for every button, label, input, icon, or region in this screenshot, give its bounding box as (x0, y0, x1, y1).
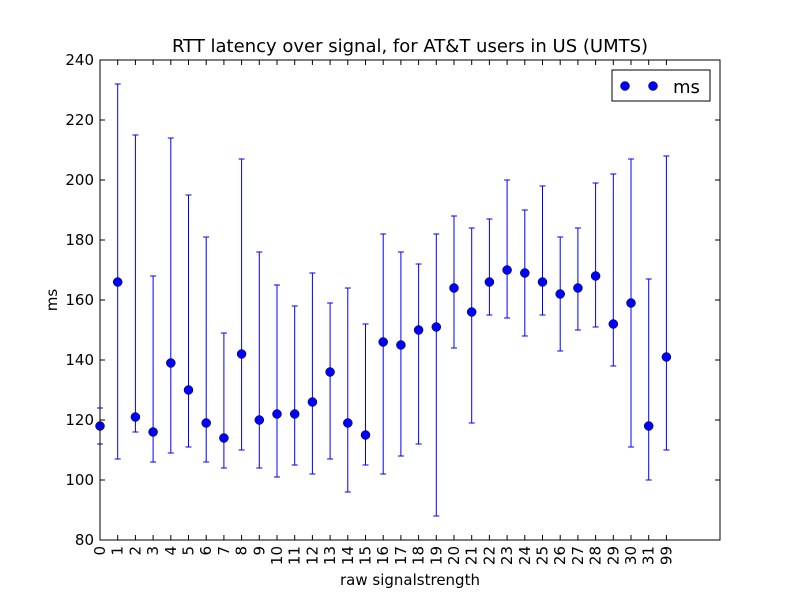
x-tick-label: 12 (303, 546, 321, 565)
data-point[interactable] (148, 427, 158, 437)
data-point[interactable] (396, 340, 406, 350)
data-point[interactable] (343, 418, 353, 428)
data-point[interactable] (236, 349, 247, 359)
data-point[interactable] (413, 325, 424, 335)
x-tick-label: 13 (321, 546, 339, 565)
legend-label: ms (673, 77, 700, 98)
data-point[interactable] (307, 397, 318, 407)
data-point[interactable] (643, 421, 654, 431)
legend[interactable]: ms (611, 69, 711, 102)
x-tick-label: 18 (410, 546, 428, 565)
data-point[interactable] (573, 283, 583, 293)
x-tick-label: 20 (445, 546, 463, 565)
data-points (95, 265, 672, 443)
data-point[interactable] (431, 322, 442, 332)
plot-frame (99, 59, 721, 541)
data-point[interactable] (166, 358, 176, 368)
data-point[interactable] (520, 268, 530, 278)
data-point[interactable] (626, 298, 636, 308)
data-point[interactable] (590, 271, 601, 281)
x-tick-label: 17 (392, 546, 410, 565)
x-tick-label: 0 (91, 546, 109, 556)
x-tick-label: 25 (534, 546, 552, 565)
x-tick-label: 5 (180, 546, 198, 556)
data-point[interactable] (219, 433, 229, 443)
x-axis-label: raw signalstrength (340, 571, 480, 589)
data-point[interactable] (272, 409, 282, 419)
x-tick-label: 10 (268, 546, 286, 565)
x-tick-label: 30 (622, 546, 640, 565)
x-tick-label: 27 (569, 546, 587, 565)
y-tick-label: 100 (65, 471, 94, 489)
legend-marker-left (620, 81, 630, 91)
x-tick-label: 29 (604, 546, 622, 565)
y-axis-label: ms (43, 289, 61, 312)
y-tick-label: 180 (65, 231, 94, 249)
x-tick-label: 14 (339, 546, 357, 565)
x-tick-label: 8 (233, 546, 251, 556)
data-point[interactable] (555, 289, 565, 299)
x-tick-label: 16 (374, 546, 392, 565)
x-tick-label: 99 (657, 546, 675, 565)
y-tick-label: 160 (65, 291, 94, 309)
y-tick-label: 220 (65, 111, 94, 129)
x-tick-label: 2 (126, 546, 144, 556)
x-tick-label: 9 (250, 546, 268, 556)
data-point[interactable] (360, 430, 371, 440)
legend-marker-right (648, 81, 658, 91)
data-point[interactable] (201, 418, 211, 428)
data-point[interactable] (484, 277, 495, 287)
x-tick-label: 6 (197, 546, 215, 556)
data-point[interactable] (449, 283, 459, 293)
y-tick-label: 140 (65, 351, 94, 369)
data-point[interactable] (130, 412, 141, 422)
x-tick-label: 1 (109, 546, 127, 556)
x-tick-label: 21 (463, 546, 481, 565)
data-point[interactable] (466, 307, 477, 317)
data-point[interactable] (537, 277, 548, 287)
y-tick-label: 200 (65, 171, 94, 189)
data-point[interactable] (183, 385, 194, 395)
data-point[interactable] (502, 265, 512, 275)
data-point[interactable] (661, 352, 672, 362)
x-axis: 0 1 2 3 4 5 6 7 8 9 10 11 12 13 14 15 16 17 18 19 20 21 22 23 24… (91, 60, 675, 565)
x-tick-label: 28 (587, 546, 605, 565)
error-bars (97, 83, 670, 517)
data-point[interactable] (254, 415, 265, 425)
chart-title: RTT latency over signal, for AT&T users … (172, 36, 648, 57)
data-point[interactable] (325, 367, 335, 377)
y-axis: 80 100 120 140 160 180 200 220 240 (65, 51, 720, 549)
y-tick-label: 80 (75, 531, 94, 549)
x-tick-label: 4 (162, 546, 180, 556)
x-tick-label: 19 (427, 546, 445, 565)
data-point[interactable] (608, 319, 619, 329)
y-tick-label: 240 (65, 51, 94, 69)
x-tick-label: 7 (215, 546, 233, 556)
x-tick-label: 15 (357, 546, 375, 565)
data-point[interactable] (289, 409, 300, 419)
x-tick-label: 23 (498, 546, 516, 565)
x-tick-label: 31 (640, 546, 658, 565)
x-tick-label: 11 (286, 546, 304, 565)
x-tick-label: 24 (516, 546, 534, 565)
data-point[interactable] (112, 277, 123, 287)
x-tick-label: 26 (551, 546, 569, 565)
y-tick-label: 120 (65, 411, 94, 429)
x-tick-label: 3 (144, 546, 162, 556)
data-point[interactable] (378, 337, 388, 347)
x-tick-label: 22 (480, 546, 498, 565)
